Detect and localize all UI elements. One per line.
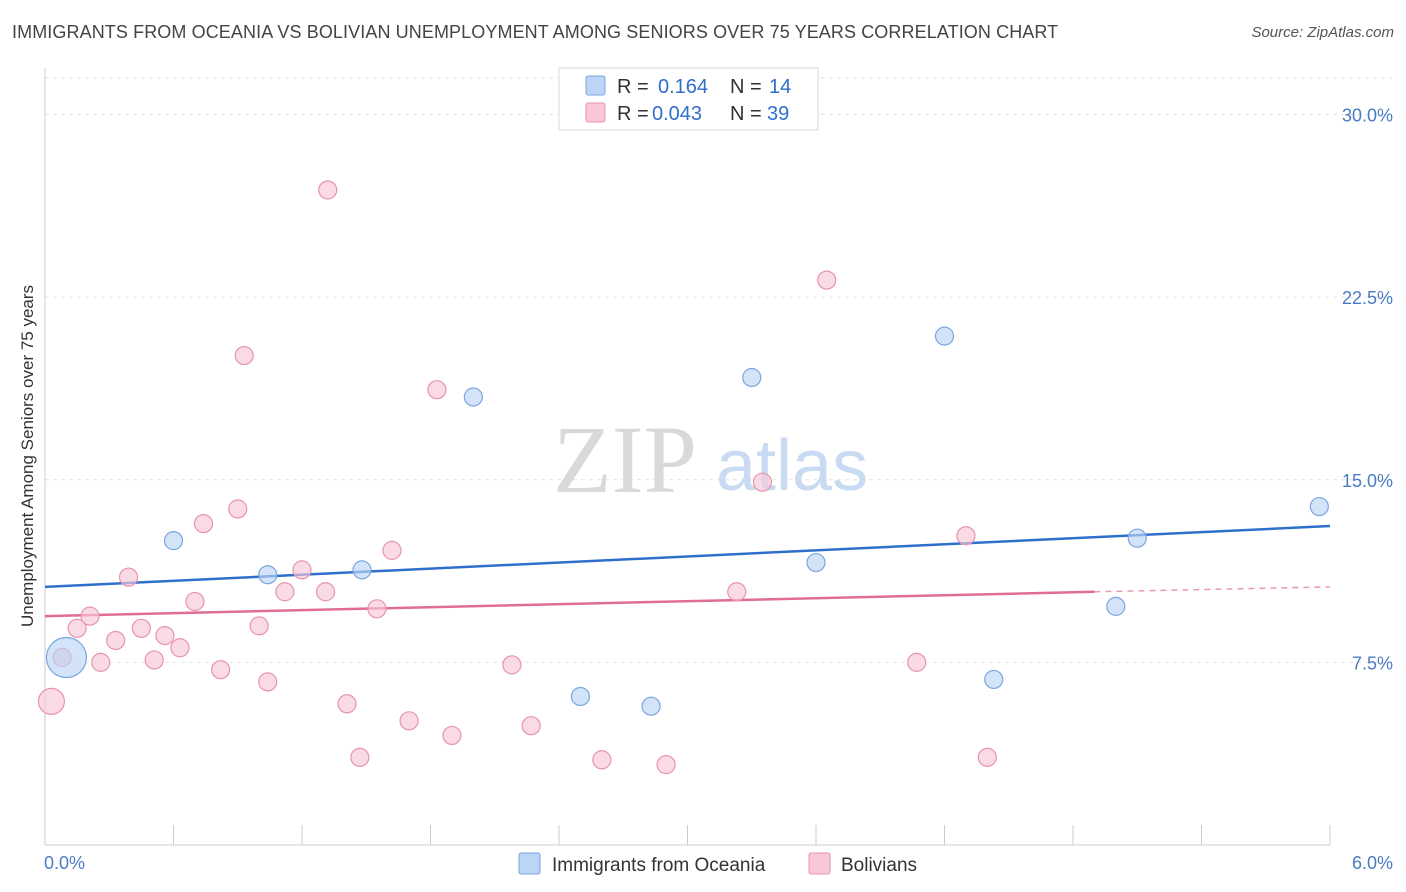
legend-r-label-oceania: R = <box>617 76 649 98</box>
point-bolivians-29 <box>502 655 522 675</box>
point-bolivians-4 <box>91 652 111 672</box>
legend-n-label-bolivians: N = <box>730 103 762 125</box>
point-bolivians-17 <box>258 672 278 692</box>
series-legend: Immigrants from Oceania Bolivians <box>518 852 917 876</box>
point-bolivians-0 <box>37 687 66 715</box>
point-bolivians-19 <box>292 560 312 580</box>
point-oceania-12 <box>1127 528 1147 548</box>
x-tick-label-min: 0.0% <box>44 853 85 873</box>
chart-source: Source: ZipAtlas.com <box>1251 24 1394 41</box>
legend-r-label-bolivians: R = <box>617 103 649 125</box>
y-tick-labels: 7.5% 15.0% 22.5% 30.0% <box>1342 106 1393 674</box>
legend-n-value-bolivians: 39 <box>767 103 789 125</box>
point-bolivians-14 <box>228 499 248 519</box>
point-bolivians-30 <box>521 716 541 736</box>
point-oceania-13 <box>1309 496 1329 517</box>
point-bolivians-31 <box>592 750 612 770</box>
point-bolivians-10 <box>170 638 190 658</box>
point-bolivians-32 <box>656 755 676 775</box>
series-legend-label-oceania: Immigrants from Oceania <box>552 855 766 876</box>
point-bolivians-28 <box>442 725 462 746</box>
point-bolivians-27 <box>427 380 447 400</box>
grid-lines <box>45 77 1392 663</box>
point-bolivians-6 <box>118 567 139 587</box>
point-oceania-8 <box>806 552 826 573</box>
x-tick-label-max: 6.0% <box>1352 853 1393 873</box>
legend-n-label-oceania: N = <box>730 76 762 98</box>
series-legend-swatch-oceania <box>518 852 541 875</box>
point-bolivians-36 <box>907 652 927 672</box>
point-bolivians-21 <box>315 582 336 602</box>
legend-r-value-bolivians: 0.043 <box>652 103 702 125</box>
point-bolivians-24 <box>367 599 387 619</box>
point-bolivians-5 <box>106 630 126 651</box>
legend-n-value-oceania: 14 <box>769 76 791 98</box>
point-bolivians-3 <box>80 606 100 626</box>
point-oceania-5 <box>570 686 591 707</box>
point-oceania-3 <box>352 560 372 580</box>
legend-swatch-bolivians <box>585 102 606 123</box>
series-legend-label-bolivians: Bolivians <box>841 855 917 876</box>
series-legend-swatch-bolivians <box>808 852 831 875</box>
point-oceania-0 <box>45 636 88 679</box>
point-bolivians-20 <box>318 180 338 200</box>
y-tick-label-2: 22.5% <box>1342 288 1393 308</box>
point-bolivians-38 <box>977 747 997 767</box>
point-bolivians-25 <box>382 540 402 560</box>
point-bolivians-22 <box>337 694 357 714</box>
point-bolivians-35 <box>817 270 837 290</box>
point-bolivians-16 <box>249 616 269 636</box>
point-bolivians-23 <box>350 747 370 767</box>
y-tick-label-0: 7.5% <box>1352 653 1393 673</box>
point-bolivians-37 <box>956 526 976 546</box>
point-oceania-6 <box>641 696 661 716</box>
point-oceania-11 <box>1106 596 1126 616</box>
chart-title: IMMIGRANTS FROM OCEANIA VS BOLIVIAN UNEM… <box>12 22 1059 42</box>
point-bolivians-8 <box>144 650 164 670</box>
point-oceania-10 <box>984 669 1004 690</box>
point-oceania-1 <box>163 531 184 551</box>
watermark-atlas: atlas <box>716 426 868 506</box>
point-bolivians-12 <box>193 513 214 534</box>
point-bolivians-34 <box>752 472 773 492</box>
stats-legend: R = 0.164 N = 14 R = 0.043 N = 39 <box>558 67 819 131</box>
point-oceania-9 <box>934 326 955 346</box>
trend-line-extension-1 <box>1094 586 1331 593</box>
axes <box>44 68 1331 846</box>
point-bolivians-11 <box>185 591 205 612</box>
point-oceania-2 <box>258 565 278 585</box>
point-bolivians-18 <box>275 582 295 602</box>
trend-line-1 <box>44 590 1095 618</box>
y-tick-label-1: 15.0% <box>1342 471 1393 491</box>
watermark: ZIP atlas <box>553 406 868 513</box>
point-bolivians-7 <box>131 618 151 638</box>
legend-swatch-oceania <box>585 75 606 96</box>
watermark-zip: ZIP <box>553 406 697 513</box>
point-oceania-4 <box>463 387 483 407</box>
data-points <box>37 180 1329 775</box>
point-bolivians-13 <box>211 660 231 680</box>
y-tick-label-3: 30.0% <box>1342 106 1393 126</box>
point-bolivians-15 <box>234 345 254 366</box>
point-bolivians-26 <box>399 711 419 731</box>
point-bolivians-33 <box>727 582 747 602</box>
point-bolivians-9 <box>155 625 175 646</box>
point-bolivians-2 <box>67 618 87 638</box>
y-axis-label: Unemployment Among Seniors over 75 years <box>18 285 37 627</box>
point-oceania-7 <box>742 367 762 388</box>
legend-r-value-oceania: 0.164 <box>658 76 708 98</box>
